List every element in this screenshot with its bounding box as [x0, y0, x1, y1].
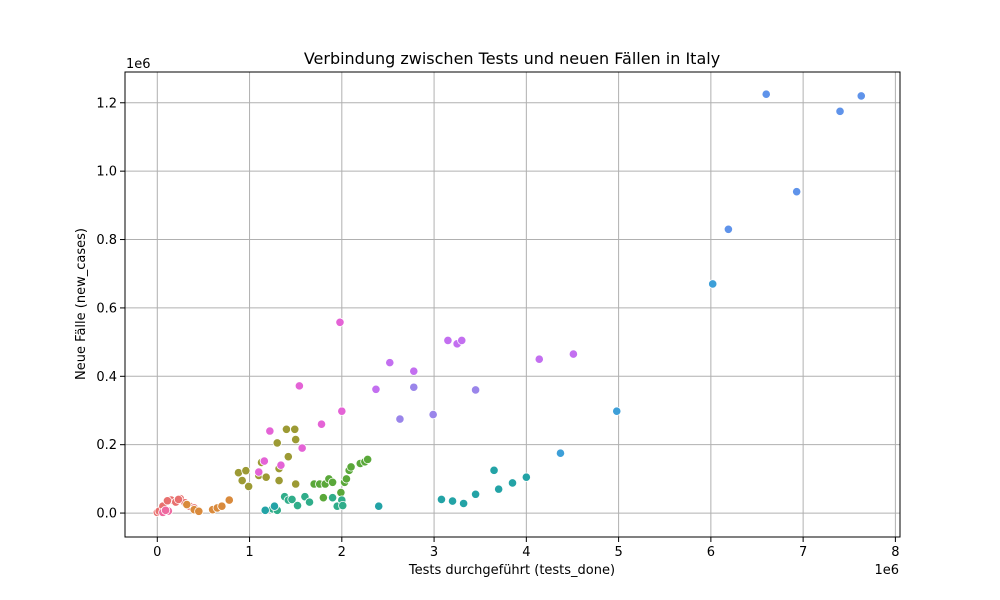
data-point [385, 358, 395, 368]
data-point [428, 409, 438, 420]
data-point [835, 106, 845, 116]
data-point [287, 494, 297, 504]
data-point [409, 366, 419, 376]
x-axis: 0 1 2 3 4 5 6 7 8 [153, 537, 900, 560]
data-point [276, 460, 286, 470]
x-axis-label: Tests durchgeführt (tests_done) [408, 563, 615, 578]
data-point [336, 487, 346, 498]
data-point [436, 494, 447, 504]
data-point [337, 406, 347, 416]
data-point [341, 474, 352, 484]
data-point [194, 506, 204, 516]
data-point [272, 438, 282, 448]
x-tick-label: 7 [799, 545, 807, 560]
data-point [162, 496, 173, 506]
data-point [338, 500, 348, 511]
data-point [443, 335, 453, 346]
data-point [723, 224, 733, 234]
data-point [327, 477, 338, 487]
data-point [241, 466, 251, 476]
data-point [173, 494, 184, 504]
data-point [470, 489, 481, 499]
data-point [160, 505, 171, 515]
data-point [260, 505, 270, 515]
data-point [363, 454, 373, 464]
data-point [459, 498, 469, 509]
data-point [265, 426, 275, 436]
data-point [237, 475, 247, 486]
data-point [708, 279, 718, 289]
data-point [761, 89, 771, 99]
data-point [327, 493, 338, 503]
data-point [534, 354, 544, 364]
chart-title: Verbindung zwischen Tests und neuen Fäll… [304, 49, 720, 68]
y-axis-scale-label: 1e6 [126, 57, 151, 72]
data-point [568, 349, 578, 359]
y-tick-label: 1.2 [96, 96, 117, 111]
data-point [555, 448, 566, 458]
data-point [612, 406, 622, 416]
data-point [409, 382, 419, 392]
data-point [217, 501, 227, 511]
grid-lines [125, 72, 900, 537]
data-point [304, 497, 315, 507]
data-point [447, 496, 458, 506]
data-point [274, 475, 284, 486]
y-tick-label: 0.6 [96, 301, 117, 316]
x-tick-label: 5 [614, 545, 622, 560]
data-point [294, 381, 304, 391]
y-tick-label: 0.4 [96, 370, 117, 385]
data-point [182, 499, 192, 510]
x-tick-label: 4 [522, 545, 530, 560]
data-point [457, 335, 467, 346]
data-point [346, 462, 356, 472]
y-axis-label: Neue Fälle (new_cases) [74, 228, 89, 380]
x-tick-label: 0 [153, 545, 161, 560]
data-point [470, 385, 481, 395]
data-point [792, 187, 802, 197]
data-point [507, 478, 518, 488]
y-tick-label: 0.8 [96, 233, 117, 248]
data-point [335, 317, 345, 327]
y-axis: 0.0 0.2 0.4 0.6 0.8 1.0 1.2 [96, 96, 125, 522]
data-point [489, 465, 499, 475]
data-point [291, 479, 301, 489]
data-point [281, 424, 292, 434]
data-point [291, 434, 301, 445]
data-point [269, 501, 280, 511]
y-tick-label: 0.0 [96, 507, 117, 522]
data-point [292, 500, 303, 511]
data-point [254, 467, 264, 477]
x-tick-label: 1 [245, 545, 253, 560]
data-point [395, 414, 405, 424]
data-point [521, 472, 531, 482]
x-tick-label: 6 [707, 545, 715, 560]
x-tick-label: 8 [891, 545, 899, 560]
x-tick-label: 3 [430, 545, 438, 560]
x-tick-label: 2 [338, 545, 346, 560]
x-axis-scale-label: 1e6 [874, 563, 899, 578]
y-tick-label: 1.0 [96, 165, 117, 180]
data-point [224, 495, 234, 505]
data-point [283, 452, 293, 462]
data-point [494, 484, 504, 494]
data-point [297, 443, 307, 453]
y-tick-label: 0.2 [96, 438, 117, 453]
plot-area-frame [124, 71, 901, 538]
data-points [152, 89, 866, 517]
data-point [261, 472, 271, 482]
data-point [371, 384, 381, 394]
data-point [856, 91, 866, 101]
data-point [244, 481, 254, 491]
data-point [290, 424, 300, 434]
data-point [318, 493, 328, 503]
data-point [259, 456, 269, 466]
data-point [374, 501, 384, 511]
data-point [316, 419, 327, 429]
